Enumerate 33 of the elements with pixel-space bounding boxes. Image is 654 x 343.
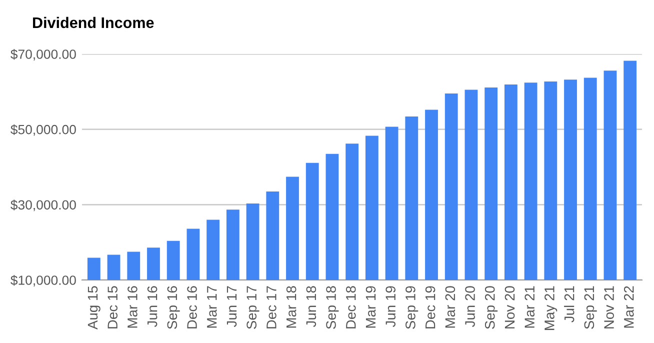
x-tick-label: Jun 19 [386, 286, 396, 328]
x-tick-label: Mar 19 [366, 286, 376, 328]
x-tick-label: Nov 21 [604, 286, 614, 328]
x-tick-label: Jun 16 [147, 286, 158, 328]
x-tick-label: Mar 18 [286, 286, 296, 328]
x-tick-label: Mar 22 [624, 286, 634, 328]
x-tick-label: Jul 21 [564, 286, 574, 322]
x-tick-label: Sep 19 [406, 286, 418, 329]
x-tick-label: Mar 17 [207, 286, 217, 328]
x-tick-label: Sep 20 [484, 286, 498, 329]
x-tick-label: Mar 16 [128, 286, 138, 328]
x-tick-label: Mar 20 [445, 286, 456, 328]
x-tick-label: Jun 20 [465, 286, 475, 328]
x-tick-label: Sep 18 [326, 286, 339, 329]
x-tick-label: Nov 20 [504, 286, 515, 328]
x-tick-label: Jun 17 [226, 286, 237, 328]
y-tick-label: $10,000.00 [10, 275, 76, 286]
chart-title: Dividend Income [33, 16, 154, 28]
x-tick-label: Aug 15 [88, 286, 100, 330]
x-tick-label: Dec 16 [187, 286, 197, 328]
x-tick-label: Jun 18 [306, 286, 316, 328]
x-tick-label: Sep 16 [167, 286, 180, 329]
x-tick-label: Mar 21 [524, 286, 535, 328]
x-tick-label: Sep 17 [246, 286, 260, 329]
x-tick-label: Sep 21 [584, 286, 597, 329]
y-tick-label: $30,000.00 [10, 200, 76, 212]
x-tick-label: Dec 18 [346, 286, 356, 328]
y-tick-label: $50,000.00 [10, 124, 76, 136]
y-tick-label: $70,000.00 [10, 49, 76, 60]
x-tick-label: Dec 19 [425, 286, 436, 328]
x-tick-label: Dec 17 [266, 286, 276, 328]
x-tick-label: Dec 15 [108, 286, 118, 328]
x-tick-label: May 21 [544, 286, 558, 330]
